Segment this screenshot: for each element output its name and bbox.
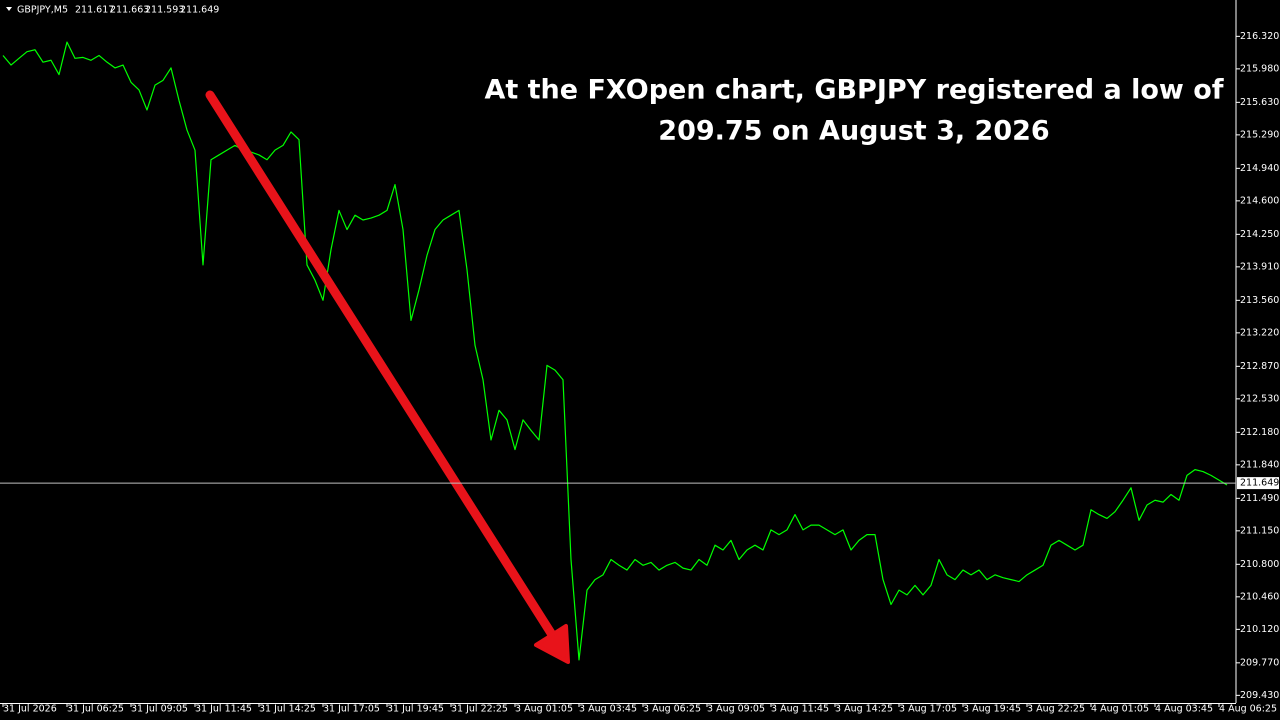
ohlc-value: 211.617 [75, 5, 114, 16]
y-tick-label: 213.910 [1240, 261, 1279, 272]
arrow-head [534, 624, 570, 664]
x-tick-label: 31 Jul 11:45 [195, 704, 252, 715]
y-tick-label: 212.870 [1240, 361, 1279, 372]
ohlc-value: 211.593 [145, 5, 184, 16]
y-tick-label: 213.560 [1240, 295, 1279, 306]
ohlc-value: 211.663 [110, 5, 149, 16]
current-price-label: 211.649 [1240, 478, 1279, 489]
y-tick-label: 210.460 [1240, 591, 1279, 602]
y-tick-label: 216.320 [1240, 31, 1279, 42]
y-tick-label: 211.150 [1240, 525, 1279, 536]
price-line [2, 41, 1228, 661]
y-tick-label: 211.840 [1240, 459, 1279, 470]
plot [2, 41, 1228, 661]
x-tick-label: 4 Aug 06:25 [1219, 704, 1277, 715]
y-tick-label: 212.180 [1240, 427, 1279, 438]
y-tick-label: 212.530 [1240, 393, 1279, 404]
y-tick-label: 211.490 [1240, 493, 1279, 504]
x-tick-label: 3 Aug 06:25 [643, 704, 701, 715]
y-tick-label: 214.600 [1240, 195, 1279, 206]
y-tick-label: 213.220 [1240, 327, 1279, 338]
x-tick-label: 3 Aug 19:45 [963, 704, 1021, 715]
y-tick-label: 210.800 [1240, 559, 1279, 570]
y-tick-label: 214.250 [1240, 229, 1279, 240]
y-tick-label: 215.980 [1240, 63, 1279, 74]
y-tick-label: 209.430 [1240, 690, 1279, 701]
menu-triangle[interactable] [6, 7, 12, 11]
y-tick-label: 214.940 [1240, 163, 1279, 174]
x-tick-label: 3 Aug 11:45 [771, 704, 829, 715]
x-tick-label: 31 Jul 22:25 [451, 704, 508, 715]
x-tick-label: 3 Aug 14:25 [835, 704, 893, 715]
x-tick-label: 4 Aug 03:45 [1155, 704, 1213, 715]
x-tick-label: 3 Aug 09:05 [707, 704, 765, 715]
ohlc-value: 211.649 [180, 5, 219, 16]
x-tick-label: 31 Jul 2026 [3, 704, 57, 715]
annotation: 209.75 on August 3, 2026 [658, 116, 1049, 147]
x-tick-label: 3 Aug 17:05 [899, 704, 957, 715]
y-tick-label: 210.120 [1240, 624, 1279, 635]
symbol-label: GBPJPY,M5 [17, 5, 68, 16]
x-tick-label: 3 Aug 03:45 [579, 704, 637, 715]
arrow-shaft [205, 90, 561, 646]
x-tick-label: 31 Jul 17:05 [323, 704, 380, 715]
x-tick-label: 31 Jul 06:25 [67, 704, 124, 715]
x-tick-label: 31 Jul 14:25 [259, 704, 316, 715]
y-tick-label: 215.290 [1240, 129, 1279, 140]
current-price-box [1237, 477, 1279, 490]
x-tick-label: 31 Jul 09:05 [131, 704, 188, 715]
x-tick-label: 4 Aug 01:05 [1091, 704, 1149, 715]
x-tick-label: 3 Aug 01:05 [515, 704, 573, 715]
annotation: At the FXOpen chart, GBPJPY registered a… [484, 75, 1223, 106]
y-tick-label: 215.630 [1240, 97, 1279, 108]
y-tick-label: 209.770 [1240, 657, 1279, 668]
x-tick-label: 31 Jul 19:45 [387, 704, 444, 715]
x-tick-label: 3 Aug 22:25 [1027, 704, 1085, 715]
